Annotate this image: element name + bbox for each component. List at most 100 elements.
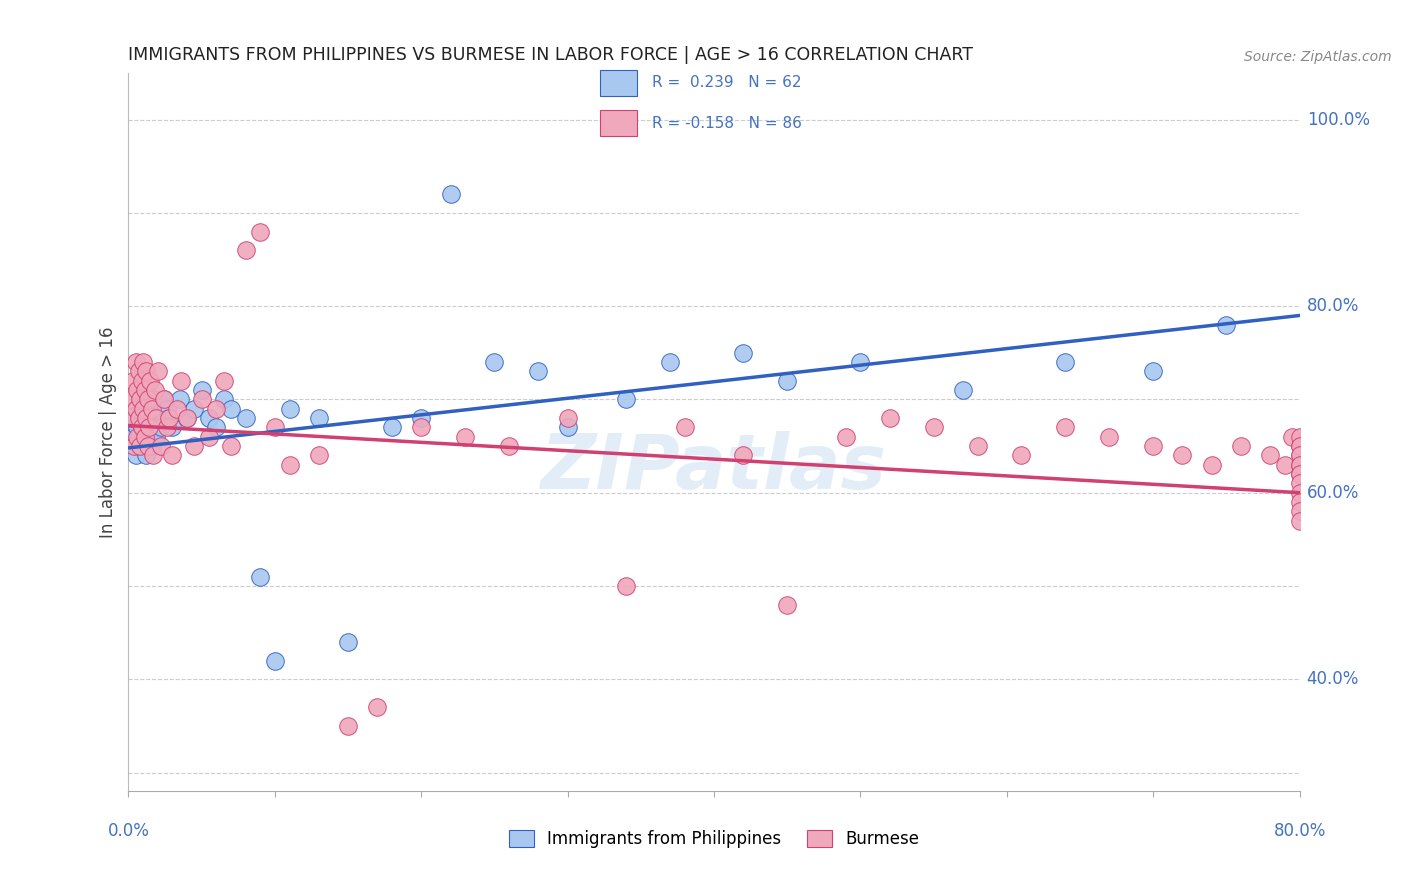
- Point: [129, 439, 152, 453]
- Point: [146, 364, 169, 378]
- Point: [128, 430, 150, 444]
- Point: [249, 569, 271, 583]
- Point: [132, 411, 155, 425]
- Point: [145, 430, 167, 444]
- Point: [120, 420, 142, 434]
- Point: [131, 420, 153, 434]
- Point: [235, 411, 257, 425]
- Point: [205, 401, 228, 416]
- Point: [1288, 495, 1310, 509]
- Point: [136, 392, 159, 407]
- Point: [125, 449, 148, 463]
- Point: [1288, 504, 1310, 518]
- Text: 40.0%: 40.0%: [1306, 670, 1360, 689]
- Point: [1288, 467, 1310, 481]
- Point: [263, 420, 285, 434]
- Point: [411, 411, 433, 425]
- Point: [129, 439, 152, 453]
- Point: [120, 411, 142, 425]
- Point: [127, 420, 149, 434]
- Point: [922, 420, 945, 434]
- Point: [127, 383, 149, 397]
- Text: 60.0%: 60.0%: [1306, 483, 1360, 501]
- Point: [366, 700, 388, 714]
- Point: [673, 420, 696, 434]
- Point: [170, 374, 193, 388]
- Point: [952, 383, 974, 397]
- Point: [381, 420, 404, 434]
- Point: [183, 439, 205, 453]
- Point: [136, 401, 159, 416]
- Point: [614, 579, 637, 593]
- Text: 80.0%: 80.0%: [1306, 297, 1360, 315]
- Point: [1281, 430, 1303, 444]
- Text: R = -0.158   N = 86: R = -0.158 N = 86: [652, 116, 803, 130]
- Point: [484, 355, 506, 369]
- Text: Source: ZipAtlas.com: Source: ZipAtlas.com: [1244, 50, 1392, 64]
- Point: [134, 383, 156, 397]
- Point: [135, 364, 157, 378]
- Text: R =  0.239   N = 62: R = 0.239 N = 62: [652, 76, 801, 90]
- Point: [131, 374, 153, 388]
- Point: [135, 411, 157, 425]
- Point: [733, 449, 755, 463]
- Point: [135, 392, 157, 407]
- Point: [129, 392, 152, 407]
- Point: [128, 411, 150, 425]
- Point: [1230, 439, 1253, 453]
- Point: [145, 411, 167, 425]
- Point: [1274, 458, 1296, 472]
- Point: [966, 439, 988, 453]
- Point: [118, 392, 141, 407]
- Point: [205, 420, 228, 434]
- Point: [454, 430, 477, 444]
- Point: [128, 411, 150, 425]
- Point: [1171, 449, 1194, 463]
- Bar: [600, 110, 637, 136]
- Point: [1288, 476, 1310, 491]
- Point: [219, 401, 242, 416]
- Bar: [600, 70, 637, 96]
- Point: [121, 374, 143, 388]
- Point: [138, 420, 160, 434]
- Point: [278, 401, 301, 416]
- Point: [1288, 439, 1310, 453]
- Point: [136, 439, 159, 453]
- Point: [134, 430, 156, 444]
- Point: [1288, 449, 1310, 463]
- Point: [1288, 430, 1310, 444]
- Point: [212, 392, 235, 407]
- Point: [134, 439, 156, 453]
- Point: [142, 392, 165, 407]
- Point: [141, 401, 163, 416]
- Point: [135, 449, 157, 463]
- Point: [127, 430, 149, 444]
- Point: [439, 187, 461, 202]
- Point: [125, 401, 148, 416]
- Point: [190, 383, 212, 397]
- Point: [142, 449, 165, 463]
- Point: [308, 411, 330, 425]
- Point: [337, 719, 360, 733]
- Point: [198, 430, 221, 444]
- Point: [411, 420, 433, 434]
- Point: [835, 430, 858, 444]
- Point: [162, 420, 184, 434]
- Point: [1288, 467, 1310, 481]
- Point: [131, 420, 153, 434]
- Point: [159, 411, 181, 425]
- Point: [849, 355, 872, 369]
- Point: [263, 654, 285, 668]
- Point: [1288, 439, 1310, 453]
- Point: [149, 439, 172, 453]
- Point: [138, 430, 160, 444]
- Point: [162, 449, 184, 463]
- Point: [139, 411, 162, 425]
- Point: [149, 420, 172, 434]
- Point: [152, 392, 174, 407]
- Point: [124, 439, 146, 453]
- Legend: Immigrants from Philippines, Burmese: Immigrants from Philippines, Burmese: [502, 823, 925, 855]
- Point: [1288, 458, 1310, 472]
- Point: [166, 401, 188, 416]
- Point: [124, 439, 146, 453]
